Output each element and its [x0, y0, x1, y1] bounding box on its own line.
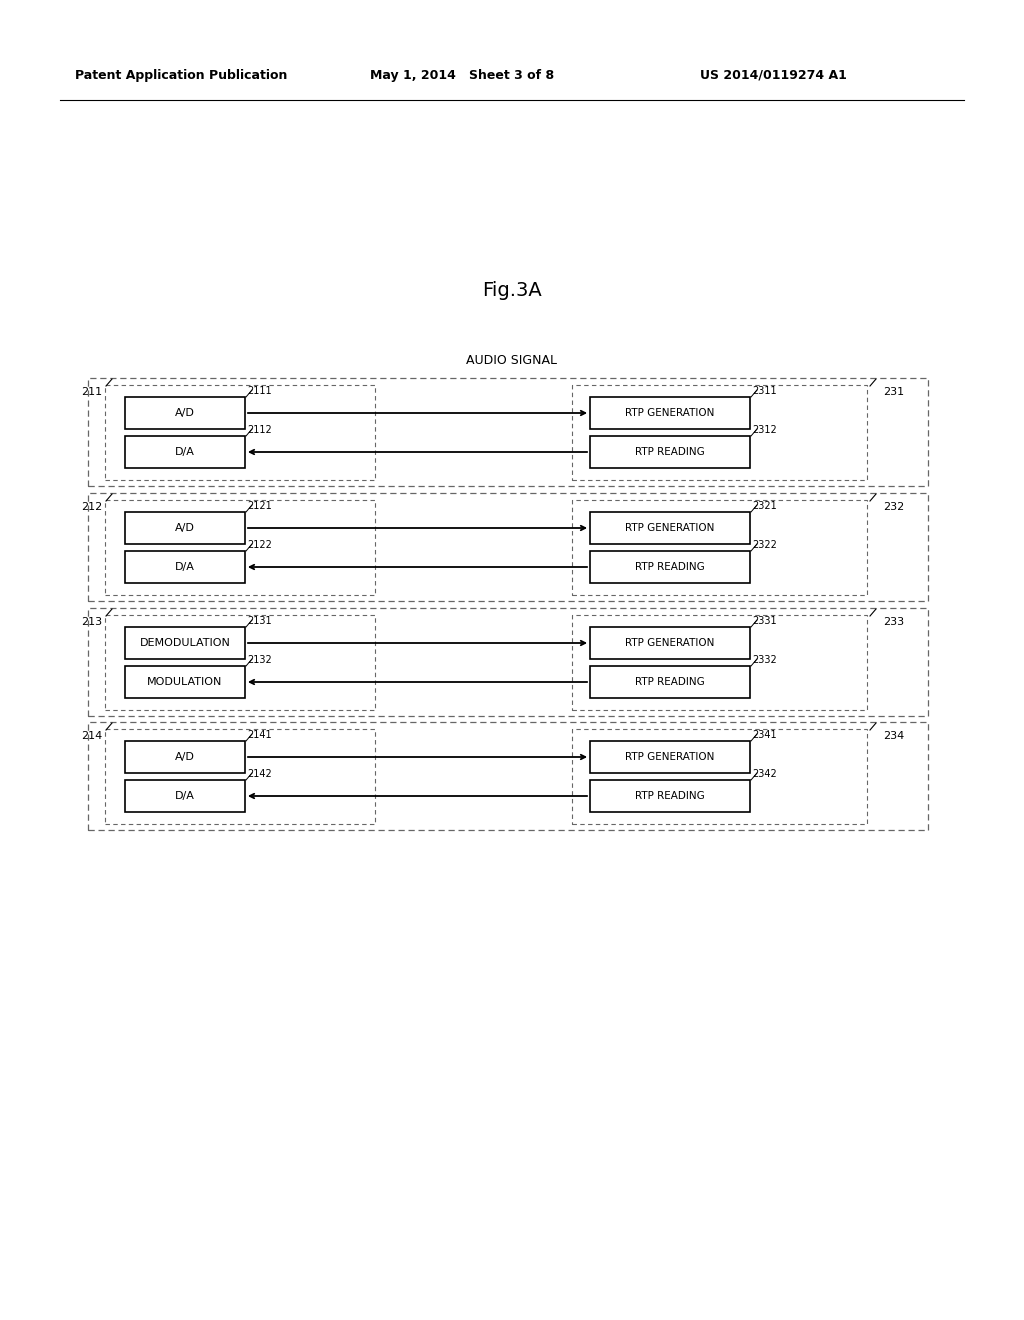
- Text: RTP GENERATION: RTP GENERATION: [626, 408, 715, 418]
- Bar: [105, 615, 375, 710]
- Text: 213: 213: [81, 616, 102, 627]
- Bar: [125, 512, 245, 544]
- Text: 234: 234: [883, 731, 904, 741]
- Text: May 1, 2014   Sheet 3 of 8: May 1, 2014 Sheet 3 of 8: [370, 69, 554, 82]
- Bar: [590, 667, 750, 698]
- Bar: [590, 436, 750, 469]
- Bar: [105, 385, 375, 480]
- Text: 2341: 2341: [752, 730, 776, 741]
- Bar: [590, 627, 750, 659]
- Bar: [125, 780, 245, 812]
- Text: A/D: A/D: [175, 752, 195, 762]
- Text: RTP READING: RTP READING: [635, 677, 705, 686]
- Text: RTP READING: RTP READING: [635, 447, 705, 457]
- Text: D/A: D/A: [175, 447, 195, 457]
- Text: 214: 214: [81, 731, 102, 741]
- Bar: [590, 780, 750, 812]
- Text: RTP READING: RTP READING: [635, 791, 705, 801]
- Text: 2131: 2131: [247, 616, 271, 626]
- Text: 2322: 2322: [752, 540, 777, 550]
- Text: DEMODULATION: DEMODULATION: [139, 638, 230, 648]
- Bar: [88, 492, 928, 601]
- Text: 212: 212: [81, 502, 102, 512]
- Bar: [125, 436, 245, 469]
- Text: 2142: 2142: [247, 770, 271, 779]
- Text: 231: 231: [883, 387, 904, 397]
- Bar: [125, 667, 245, 698]
- Bar: [88, 722, 928, 830]
- Text: 2311: 2311: [752, 385, 776, 396]
- Text: RTP READING: RTP READING: [635, 562, 705, 572]
- Bar: [125, 741, 245, 774]
- Bar: [572, 615, 867, 710]
- Bar: [590, 550, 750, 583]
- Text: Fig.3A: Fig.3A: [482, 281, 542, 300]
- Bar: [590, 741, 750, 774]
- Text: 2132: 2132: [247, 655, 271, 665]
- Text: 2331: 2331: [752, 616, 776, 626]
- Text: A/D: A/D: [175, 523, 195, 533]
- Text: RTP GENERATION: RTP GENERATION: [626, 638, 715, 648]
- Text: 2321: 2321: [752, 502, 777, 511]
- Bar: [125, 397, 245, 429]
- Bar: [590, 397, 750, 429]
- Text: US 2014/0119274 A1: US 2014/0119274 A1: [700, 69, 847, 82]
- Text: RTP GENERATION: RTP GENERATION: [626, 752, 715, 762]
- Text: A/D: A/D: [175, 408, 195, 418]
- Bar: [572, 385, 867, 480]
- Bar: [88, 378, 928, 486]
- Bar: [88, 609, 928, 715]
- Bar: [105, 729, 375, 824]
- Text: RTP GENERATION: RTP GENERATION: [626, 523, 715, 533]
- Text: 2342: 2342: [752, 770, 777, 779]
- Text: 2122: 2122: [247, 540, 272, 550]
- Text: 2121: 2121: [247, 502, 271, 511]
- Bar: [572, 729, 867, 824]
- Text: Patent Application Publication: Patent Application Publication: [75, 69, 288, 82]
- Text: AUDIO SIGNAL: AUDIO SIGNAL: [467, 354, 557, 367]
- Bar: [105, 500, 375, 595]
- Text: 2112: 2112: [247, 425, 271, 436]
- Text: 2332: 2332: [752, 655, 777, 665]
- Text: 2312: 2312: [752, 425, 777, 436]
- Bar: [125, 550, 245, 583]
- Bar: [590, 512, 750, 544]
- Text: D/A: D/A: [175, 791, 195, 801]
- Text: 2111: 2111: [247, 385, 271, 396]
- Text: 232: 232: [883, 502, 904, 512]
- Text: MODULATION: MODULATION: [147, 677, 222, 686]
- Text: 233: 233: [883, 616, 904, 627]
- Bar: [125, 627, 245, 659]
- Text: D/A: D/A: [175, 562, 195, 572]
- Text: 2141: 2141: [247, 730, 271, 741]
- Bar: [572, 500, 867, 595]
- Text: 211: 211: [81, 387, 102, 397]
